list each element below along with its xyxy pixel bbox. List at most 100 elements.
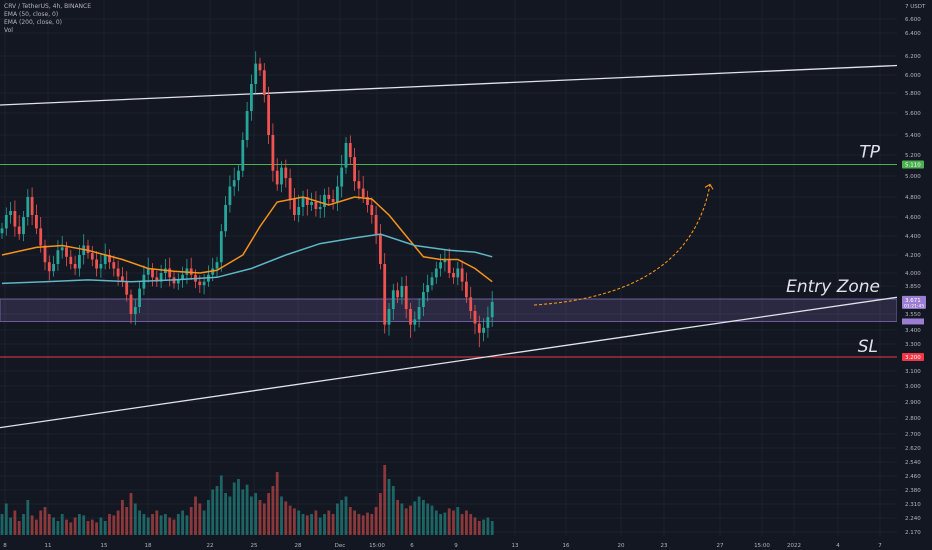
candle-body	[99, 264, 103, 269]
chart-legend: CRV / TetherUS, 4h, BINANCE EMA (50, clo…	[4, 3, 91, 35]
price-axis[interactable]: 7 USDT 2.170 2.240 2.310 2.380 2.460 2.540 2.62…	[897, 0, 932, 550]
candle-body	[0, 228, 4, 234]
candle-body	[258, 63, 262, 71]
candle-body	[465, 281, 468, 298]
volume-bar	[327, 510, 331, 535]
price-tick-label: 5.600	[905, 111, 921, 117]
ema200-line	[1, 233, 493, 285]
price-tick-label: 2.800	[905, 416, 921, 422]
volume-bar	[78, 514, 81, 535]
projection-curve	[533, 184, 711, 306]
volume-bar	[185, 515, 189, 535]
candle-body	[271, 135, 275, 171]
volume-bar	[331, 514, 335, 535]
candle-body	[275, 170, 279, 185]
candle-body	[129, 294, 133, 314]
candle-body	[452, 273, 455, 278]
volume-bar	[0, 514, 4, 535]
candle-body	[409, 309, 412, 325]
time-tick-label: 22	[207, 543, 214, 549]
volume-bar	[164, 514, 167, 535]
volume-bar	[293, 508, 296, 535]
candle-body	[387, 309, 391, 325]
candle-body	[456, 268, 460, 278]
volume-bar	[207, 500, 210, 535]
candle-body	[17, 226, 21, 235]
volume-bar	[490, 521, 494, 535]
volume-bar	[443, 512, 447, 535]
trendlines[interactable]	[0, 64, 898, 429]
last-price-countdown: 01:21:45	[904, 303, 924, 309]
projection-arrow[interactable]	[533, 183, 714, 306]
volume-bar	[159, 515, 163, 535]
volume-bar	[314, 510, 318, 535]
volume-bar	[361, 515, 365, 535]
volume-bar	[473, 517, 477, 535]
candle-body	[95, 259, 98, 269]
price-tick-label: 5.200	[905, 153, 921, 159]
volume-bar	[245, 484, 249, 535]
volume-bar	[9, 517, 12, 535]
volume-bar	[284, 501, 288, 535]
time-axis-bg	[0, 535, 897, 550]
candle-body	[267, 95, 270, 135]
candle-body	[374, 215, 378, 235]
volume-bar	[151, 514, 154, 535]
candle-body	[245, 111, 249, 140]
volume-bar	[318, 517, 322, 535]
candle-body	[284, 167, 288, 179]
candle-body	[357, 181, 361, 189]
time-tick-label: 13	[512, 543, 519, 549]
price-levels[interactable]	[0, 163, 897, 358]
grid	[0, 0, 897, 535]
candle-body	[146, 268, 150, 275]
price-tick-label: 5.000	[905, 174, 921, 180]
candle-body	[168, 268, 172, 278]
volume-bar	[155, 510, 159, 535]
volume-bar	[413, 501, 417, 535]
sl-label: SL	[858, 337, 878, 357]
candle-body	[69, 256, 73, 264]
volume-bar	[340, 500, 344, 535]
candle-body	[413, 319, 417, 325]
volume-bar	[348, 507, 352, 535]
price-tick-label: 3.400	[905, 328, 921, 334]
volume-bar	[13, 510, 17, 535]
volume-bar	[422, 500, 425, 535]
candle-body	[181, 274, 184, 280]
candle-body	[189, 268, 193, 275]
price-tick-label: 2.620	[905, 446, 921, 452]
time-axis[interactable]: 8 11 15 18 22 25 28 Dec 15:00 6 9 13 16 20 23 27 15:00 20…	[0, 535, 897, 550]
candle-body	[56, 250, 60, 264]
volume-bar	[43, 507, 47, 535]
candle-body	[473, 311, 477, 324]
price-tick-label: 3.100	[905, 369, 921, 375]
volume-bar	[387, 479, 391, 535]
candle-body	[241, 140, 245, 171]
candle-body	[396, 290, 399, 298]
price-tick-label: 4.800	[905, 195, 921, 201]
candle-body	[13, 211, 17, 227]
candle-body	[60, 247, 64, 251]
candle-body	[310, 202, 313, 205]
candle-body	[52, 264, 55, 272]
time-tick-label: 2022	[787, 543, 801, 549]
candle-body	[155, 277, 159, 282]
candle-body	[237, 170, 240, 181]
price-tick-label: 2.170	[905, 530, 921, 536]
volume-bar	[215, 486, 219, 535]
candle-body	[305, 197, 309, 205]
time-tick-label: 8	[3, 543, 7, 549]
time-tick-label: 28	[295, 543, 302, 549]
volume-bar	[439, 514, 442, 535]
price-tick-label: 2.380	[905, 488, 921, 494]
candle-body	[43, 245, 47, 263]
price-tick-label: 2.240	[905, 516, 921, 522]
time-tick-label: 18	[145, 543, 152, 549]
candle-body	[460, 268, 464, 282]
volume-bar	[271, 486, 275, 535]
candle-body	[224, 205, 227, 232]
volume-bar	[219, 475, 223, 535]
candle-body	[379, 234, 382, 264]
